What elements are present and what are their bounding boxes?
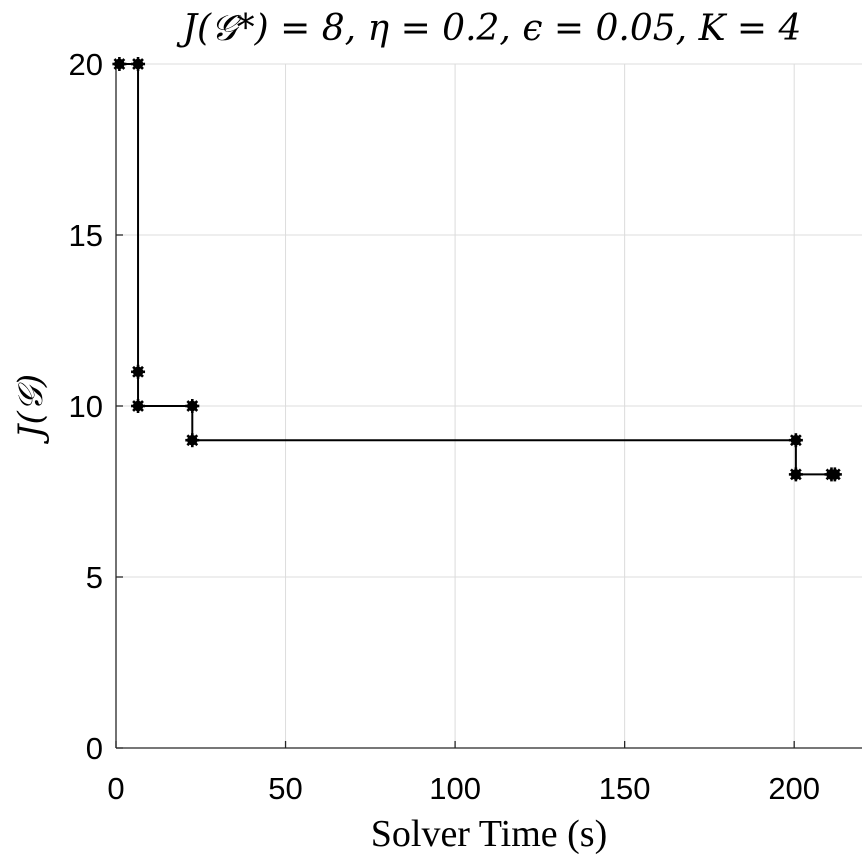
y-tick-label: 15 — [69, 218, 103, 253]
data-point — [185, 399, 200, 413]
series — [112, 57, 842, 482]
y-tick-label: 20 — [69, 47, 103, 82]
data-point — [131, 399, 146, 413]
series-line — [119, 63, 835, 476]
data-point — [131, 364, 146, 379]
data-point — [827, 467, 842, 482]
x-tick-label: 200 — [768, 771, 820, 806]
x-tick-labels: 0 50 100 150 200 — [107, 741, 820, 806]
y-tick-labels: 0 5 10 15 20 — [69, 47, 123, 766]
data-point — [131, 57, 146, 71]
y-tick-label: 10 — [69, 389, 103, 424]
x-tick-label: 150 — [599, 771, 651, 806]
x-axis-label: Solver Time (s) — [371, 813, 607, 855]
x-tick-label: 50 — [268, 771, 302, 806]
y-tick-label: 5 — [86, 560, 103, 595]
data-point — [788, 433, 803, 448]
x-tick-label: 100 — [429, 771, 481, 806]
chart-title: J(𝒢*) = 8, η = 0.2, ϵ = 0.05, K = 4 — [176, 8, 802, 49]
data-point — [788, 467, 803, 482]
x-tick-label: 0 — [107, 771, 124, 806]
grid — [116, 63, 862, 748]
data-point — [185, 433, 200, 448]
y-tick-label: 0 — [86, 731, 103, 766]
data-point — [112, 57, 127, 71]
y-axis-label: J(𝒢) — [11, 374, 51, 444]
